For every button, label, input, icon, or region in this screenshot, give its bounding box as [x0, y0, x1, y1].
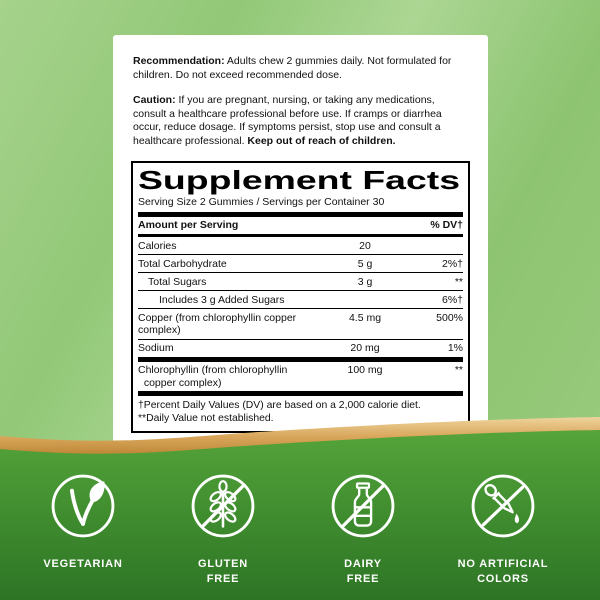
- no-artificial-colors-icon: [471, 474, 535, 538]
- badge-label: DAIRY FREE: [344, 558, 382, 585]
- supplement-facts-title: Supplement Facts: [138, 166, 463, 195]
- badge-vegetarian: VEGETARIAN: [33, 472, 133, 586]
- nutrient-row-calories: Calories 20: [138, 237, 463, 254]
- nutrient-amount: 100 mg: [347, 364, 383, 377]
- recommendation-lead: Recommendation:: [133, 55, 225, 67]
- nutrient-row-chlorophyllin: Chlorophyllin (from chlorophyllin copper…: [138, 362, 463, 392]
- nutrient-name: Sodium: [138, 342, 174, 355]
- nutrient-dv: 6%†: [441, 293, 463, 306]
- divider-thin: [138, 254, 463, 256]
- badge-label: GLUTEN FREE: [197, 558, 249, 585]
- nutrient-amount: 4.5 mg: [348, 311, 382, 324]
- caution-tail: Keep out of reach of children.: [247, 134, 396, 147]
- nutrient-name: Total Carbohydrate: [138, 257, 227, 270]
- nutrient-row-sodium: Sodium 20 mg 1%: [138, 340, 463, 357]
- nutrient-dv: 1%: [447, 342, 463, 355]
- divider-thin: [138, 308, 463, 310]
- nutrient-dv: 500%: [436, 311, 463, 324]
- other-ingredients-text: Other ingredients: cane sugar, glucose s…: [133, 445, 447, 472]
- nutrient-dv: **: [454, 364, 463, 377]
- footnote-dv-not-established: **Daily Value not established.: [138, 413, 274, 425]
- supplement-facts-panel: Supplement Facts Serving Size 2 Gummies …: [131, 160, 470, 434]
- badge-label: NO ARTIFICIAL COLORS: [457, 558, 549, 585]
- nutrient-dv: **: [454, 275, 463, 288]
- divider-thick: [138, 391, 463, 397]
- badge-no-artificial-colors: NO ARTIFICIAL COLORS: [453, 472, 553, 586]
- caution-lead: Caution:: [133, 94, 176, 107]
- gluten-free-icon: [191, 474, 255, 538]
- divider-thin: [138, 272, 463, 274]
- panel-footnotes: †Percent Daily Values (DV) are based on …: [138, 396, 463, 427]
- divider-thin: [138, 338, 463, 340]
- percent-dv-header: % DV†: [430, 219, 463, 232]
- badge-dairy-free: DAIRY FREE: [313, 472, 413, 586]
- nutrient-name: Total Sugars: [148, 275, 207, 288]
- badge-gluten-free: GLUTEN FREE: [173, 472, 273, 586]
- nutrient-row-copper: Copper (from chlorophyllin copper comple…: [138, 309, 463, 339]
- dairy-free-icon: [331, 474, 395, 538]
- nutrient-name: Calories: [138, 239, 177, 252]
- divider-thick: [138, 211, 463, 217]
- nutrient-dv: 2%†: [441, 257, 463, 270]
- dietary-badges: VEGETARIAN GLUTEN FREE DAIRY FREE: [0, 472, 586, 586]
- nutrient-amount: 20 mg: [350, 342, 380, 355]
- nutrient-name: Includes 3 g Added Sugars: [159, 293, 285, 306]
- divider-thin: [138, 290, 463, 292]
- nutrient-amount: 20: [359, 239, 371, 252]
- divider-thick: [138, 356, 463, 362]
- nutrient-amount: 3 g: [357, 275, 373, 288]
- serving-size-line: Serving Size 2 Gummies / Servings per Co…: [138, 195, 385, 208]
- caution-body: If you are pregnant, nursing, or taking …: [133, 94, 442, 147]
- recommendation-text: Recommendation: Adults chew 2 gummies da…: [131, 55, 470, 82]
- footnote-daily-values: †Percent Daily Values (DV) are based on …: [138, 400, 421, 412]
- label-card: Recommendation: Adults chew 2 gummies da…: [113, 35, 488, 471]
- badge-label: VEGETARIAN: [43, 558, 123, 570]
- recommendation-body: Adults chew 2 gummies daily. Not formula…: [133, 55, 452, 81]
- nutrient-name: Chlorophyllin (from chlorophyllin copper…: [138, 364, 288, 389]
- nutrient-row-total-sugars: Total Sugars 3 g **: [138, 273, 463, 290]
- nutrient-row-added-sugars: Includes 3 g Added Sugars 6%†: [138, 291, 463, 308]
- supplement-facts-title-text: Supplement Facts: [138, 166, 460, 195]
- nutrient-name: Copper (from chlorophyllin copper comple…: [138, 311, 297, 337]
- panel-header-row: Amount per Serving % DV†: [138, 217, 463, 234]
- divider-medium: [138, 233, 463, 238]
- nutrient-row-total-carbohydrate: Total Carbohydrate 5 g 2%†: [138, 255, 463, 272]
- caution-text: Caution: If you are pregnant, nursing, o…: [131, 94, 470, 148]
- vegetarian-icon: [51, 474, 115, 538]
- amount-per-serving-header: Amount per Serving: [138, 219, 239, 232]
- nutrient-amount: 5 g: [357, 257, 373, 270]
